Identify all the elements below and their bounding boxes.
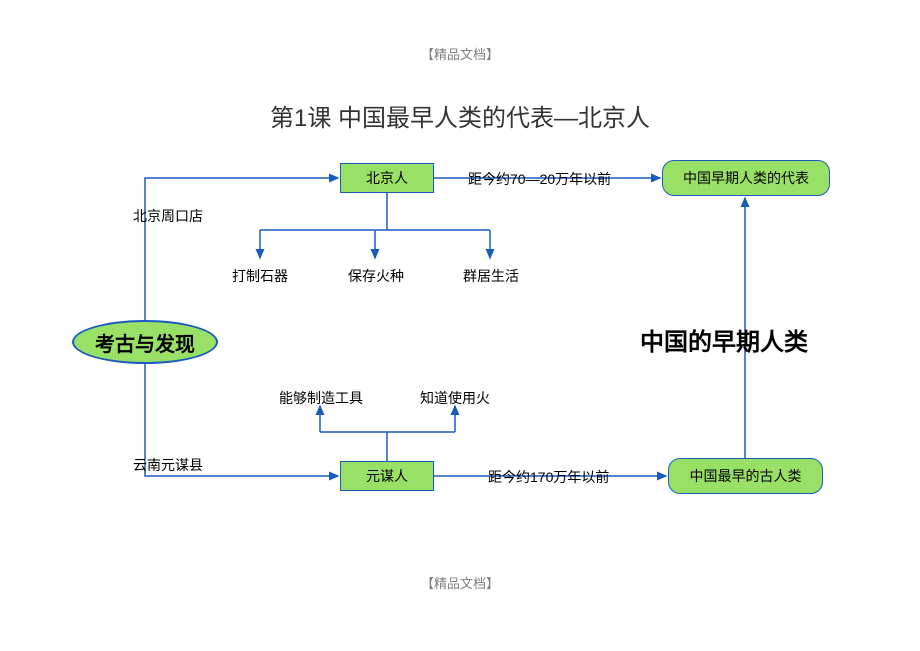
edge-label-bottom-left: 云南元谋县: [133, 455, 203, 475]
edge-label-top-right: 距今约70—20万年以前: [468, 169, 611, 189]
sublabel-b2: 保存火种: [348, 266, 404, 286]
node-yuanmou: 元谋人: [340, 461, 434, 491]
sublabel-y2: 知道使用火: [420, 388, 490, 408]
node-ellipse-archaeology: 考古与发现: [72, 320, 218, 364]
sublabel-y1: 能够制造工具: [279, 388, 363, 408]
edge-label-bottom-right: 距今约170万年以前: [488, 467, 609, 487]
footer-watermark: 【精品文档】: [421, 573, 499, 592]
header-watermark: 【精品文档】: [421, 44, 499, 63]
right-title: 中国的早期人类: [640, 322, 808, 357]
node-rep: 中国早期人类的代表: [662, 160, 830, 196]
node-beijing: 北京人: [340, 163, 434, 193]
page-title: 第1课 中国最早人类的代表—北京人: [270, 98, 650, 133]
node-oldest: 中国最早的古人类: [668, 458, 823, 494]
sublabel-b1: 打制石器: [232, 266, 288, 286]
sublabel-b3: 群居生活: [463, 266, 519, 286]
edge-label-top-left: 北京周口店: [133, 206, 203, 226]
